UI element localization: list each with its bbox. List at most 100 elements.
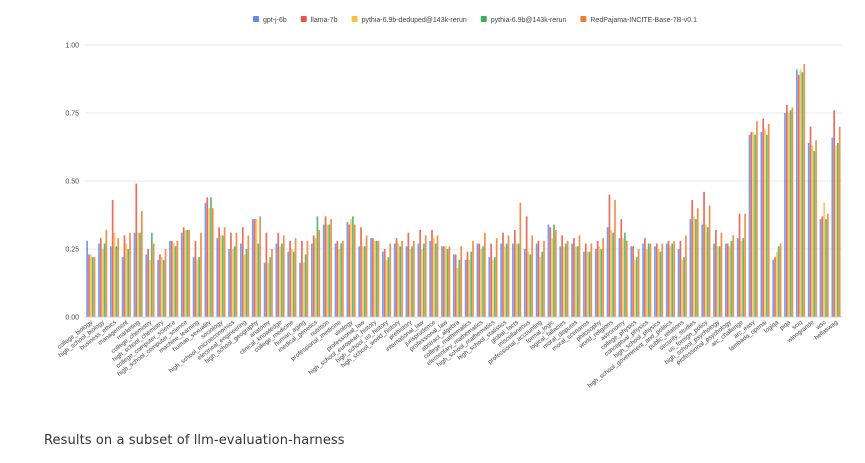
bar bbox=[216, 238, 219, 317]
bar bbox=[362, 246, 364, 317]
bar bbox=[472, 240, 474, 317]
bar bbox=[503, 246, 506, 317]
bar bbox=[221, 235, 224, 317]
bar bbox=[715, 229, 717, 317]
bar bbox=[776, 251, 778, 317]
bar bbox=[665, 243, 668, 317]
bar bbox=[353, 224, 356, 317]
bar bbox=[211, 208, 214, 317]
bar bbox=[659, 251, 662, 317]
bar bbox=[535, 243, 538, 317]
bar bbox=[318, 229, 321, 317]
bar bbox=[610, 229, 613, 317]
bar bbox=[622, 238, 624, 317]
bar bbox=[117, 238, 120, 317]
bar bbox=[115, 246, 118, 317]
x-axis-labels: college_biologyhigh_school_biologybusine… bbox=[56, 319, 840, 390]
bar bbox=[312, 235, 315, 317]
legend: gpt-j-6b llama-7b pythia-6.9b-deduped@143k… bbox=[253, 16, 697, 24]
bar bbox=[767, 123, 770, 317]
bar bbox=[583, 251, 585, 317]
bar bbox=[541, 251, 544, 317]
bar bbox=[377, 240, 380, 317]
bar bbox=[537, 240, 540, 317]
bar bbox=[326, 224, 329, 317]
bar bbox=[441, 246, 443, 317]
bar bbox=[756, 121, 758, 317]
bar bbox=[584, 243, 587, 317]
bar bbox=[766, 134, 768, 317]
bar bbox=[86, 240, 88, 317]
bar bbox=[395, 238, 398, 317]
bar bbox=[635, 257, 638, 317]
bar bbox=[600, 249, 603, 317]
bar bbox=[417, 243, 420, 317]
bar bbox=[271, 249, 273, 317]
bar bbox=[180, 232, 183, 317]
bar bbox=[282, 235, 285, 317]
bar bbox=[423, 243, 425, 317]
bar bbox=[444, 246, 447, 317]
bar bbox=[618, 238, 621, 317]
bar bbox=[103, 243, 106, 317]
bar bbox=[218, 227, 220, 317]
bar bbox=[774, 257, 776, 317]
bar bbox=[338, 249, 341, 317]
bar bbox=[649, 243, 652, 317]
bar bbox=[152, 243, 155, 317]
bar bbox=[109, 246, 112, 317]
bar bbox=[277, 232, 280, 317]
bar bbox=[553, 224, 555, 317]
bar bbox=[251, 219, 254, 317]
bar bbox=[726, 243, 729, 317]
bar bbox=[289, 240, 291, 317]
bar bbox=[365, 235, 368, 317]
bar bbox=[588, 251, 591, 317]
bar bbox=[642, 243, 644, 317]
bar bbox=[554, 229, 557, 317]
bar bbox=[507, 235, 510, 317]
bar bbox=[275, 243, 278, 317]
bar bbox=[813, 151, 816, 317]
bar bbox=[677, 249, 680, 317]
bar bbox=[823, 202, 826, 317]
bar bbox=[287, 251, 290, 317]
bar bbox=[468, 259, 471, 317]
bar bbox=[779, 243, 782, 317]
bar bbox=[519, 202, 522, 317]
legend-label: pythia-6.9b-deduped@143k-rerun bbox=[362, 17, 467, 24]
bar bbox=[230, 232, 232, 317]
bar bbox=[200, 232, 202, 317]
bar bbox=[827, 213, 829, 317]
bar bbox=[484, 232, 486, 317]
bar bbox=[196, 259, 199, 317]
bar bbox=[352, 216, 354, 317]
bar bbox=[547, 224, 550, 317]
bar bbox=[399, 246, 402, 317]
bar bbox=[228, 249, 230, 317]
bar bbox=[140, 210, 143, 317]
bar bbox=[204, 202, 207, 317]
bar bbox=[149, 259, 151, 317]
bar bbox=[630, 246, 633, 317]
bar bbox=[121, 257, 124, 317]
bar bbox=[241, 227, 244, 317]
bar bbox=[419, 229, 422, 317]
legend-swatch bbox=[580, 16, 587, 22]
legend-label: RedPajama-INCITE-Base-7B-v0.1 bbox=[590, 17, 697, 24]
bar bbox=[701, 224, 704, 317]
bar bbox=[99, 238, 102, 317]
bar bbox=[515, 243, 518, 317]
bar bbox=[833, 110, 836, 317]
bar bbox=[172, 243, 175, 317]
bar bbox=[614, 200, 616, 317]
bar bbox=[563, 246, 565, 317]
bar bbox=[696, 208, 699, 317]
bar bbox=[488, 257, 491, 317]
bar bbox=[442, 246, 445, 317]
bar bbox=[456, 268, 459, 317]
bar bbox=[198, 257, 200, 317]
bar bbox=[586, 251, 589, 317]
bar bbox=[446, 249, 449, 317]
